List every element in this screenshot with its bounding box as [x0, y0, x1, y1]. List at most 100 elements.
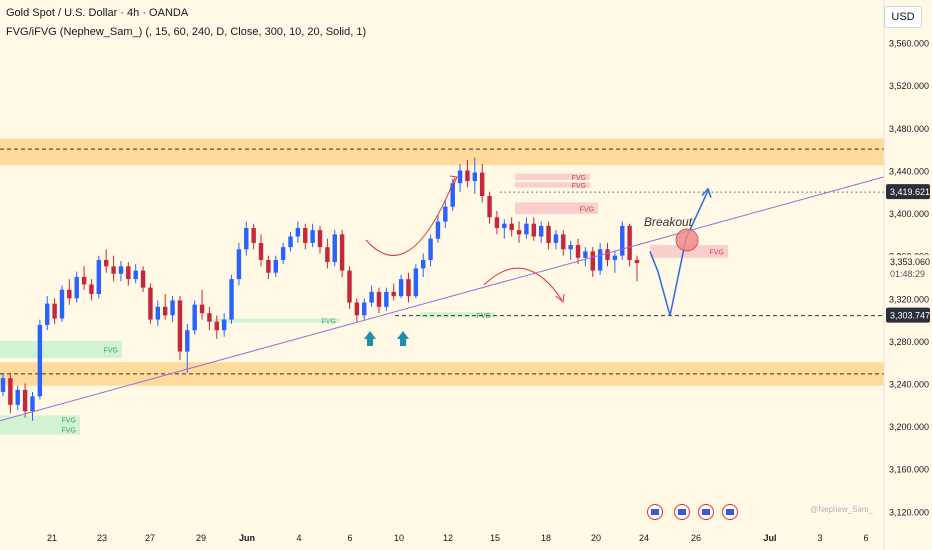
- candle: [479, 164, 485, 203]
- candle-body: [162, 306, 168, 316]
- candle-body: [280, 247, 286, 260]
- candle-body: [583, 251, 588, 258]
- fvg-rect: [420, 312, 495, 318]
- candle: [369, 285, 374, 307]
- x-tick-label: 12: [443, 533, 453, 543]
- fvg-label: FVG: [477, 313, 491, 320]
- economic-event-icon: [647, 504, 663, 520]
- candle: [118, 261, 124, 282]
- candle: [406, 272, 411, 303]
- candle-body: [214, 321, 220, 331]
- fvg-label: FVG: [572, 175, 586, 182]
- candle: [89, 279, 94, 301]
- curved-arrow-up: [365, 177, 456, 256]
- candle: [162, 294, 168, 320]
- candle: [30, 392, 35, 421]
- candle-body: [22, 389, 28, 412]
- candle-body: [325, 247, 330, 263]
- candle: [347, 266, 352, 309]
- candle: [244, 221, 249, 256]
- candle-body: [192, 304, 197, 331]
- candle-body: [207, 313, 212, 322]
- candle: [273, 255, 278, 277]
- candle: [59, 285, 65, 322]
- ascending-trendline: [0, 176, 885, 422]
- candle-body: [118, 266, 124, 274]
- x-tick-label: 24: [639, 533, 649, 543]
- candle: [457, 164, 463, 192]
- candle-body: [258, 242, 264, 260]
- author-watermark: @Nephew_Sam_: [810, 505, 873, 514]
- candle: [258, 234, 264, 267]
- currency-button[interactable]: USD: [884, 6, 922, 28]
- candle-body: [406, 279, 411, 297]
- candle-body: [465, 170, 470, 182]
- candle: [627, 223, 632, 267]
- candle-body: [347, 270, 352, 303]
- supply-demand-zone: [0, 138, 884, 166]
- economic-event-icon: [722, 504, 738, 520]
- candle: [531, 217, 537, 241]
- candle-body: [420, 259, 426, 269]
- candle: [37, 319, 43, 400]
- candle: [52, 298, 57, 324]
- price-tag-text: 3,353.060: [890, 257, 930, 267]
- candle: [362, 298, 367, 320]
- candle: [376, 287, 382, 314]
- candle: [177, 296, 183, 361]
- candle-body: [126, 266, 131, 280]
- candle: [67, 279, 72, 305]
- candle: [413, 264, 419, 299]
- candle: [391, 283, 396, 301]
- candle: [568, 240, 573, 260]
- candle: [384, 287, 389, 312]
- candle: [229, 274, 234, 324]
- candle-body: [516, 230, 522, 235]
- x-tick-label: Jul: [763, 533, 776, 543]
- candle: [332, 230, 337, 267]
- fvg-label: FVG: [62, 418, 76, 425]
- economic-event-icon: [674, 504, 690, 520]
- price-axis: 3,560.000 3,520.000 3,480.000 3,440.000 3,40…: [883, 0, 930, 550]
- candle-body: [538, 225, 544, 237]
- economic-event-icon: [698, 504, 714, 520]
- candle: [199, 289, 205, 320]
- x-tick-label: 4: [296, 533, 301, 543]
- x-tick-label: 6: [863, 533, 868, 543]
- arrowhead: [555, 293, 565, 303]
- candle-body: [620, 225, 625, 256]
- y-tick-label: 3,480.000: [889, 124, 929, 134]
- candle: [280, 242, 286, 265]
- price-tag: 3,419.621: [886, 184, 930, 200]
- candle-body: [457, 170, 463, 184]
- candle-body: [612, 255, 618, 260]
- countdown-text: 01:48:29: [890, 269, 925, 279]
- candle: [155, 300, 161, 326]
- candle-body: [605, 249, 610, 260]
- candle-body: [111, 266, 116, 274]
- x-tick-label: 3: [817, 533, 822, 543]
- candle: [472, 157, 478, 194]
- candle: [317, 225, 323, 254]
- candle-body: [295, 227, 301, 237]
- candle: [538, 221, 544, 243]
- candle-body: [59, 289, 65, 319]
- fvg-label: FVG: [572, 183, 586, 190]
- fvg-label: FVG: [580, 206, 594, 213]
- candle-body: [288, 236, 293, 248]
- candle: [620, 221, 625, 260]
- candle-body: [303, 227, 308, 243]
- symbol-title: Gold Spot / U.S. Dollar · 4h · OANDA: [6, 7, 189, 19]
- candle-body: [524, 223, 529, 235]
- candle-body: [487, 196, 492, 218]
- up-arrow-marker-icon: [397, 331, 409, 346]
- candle-body: [634, 259, 640, 264]
- candle-body: [435, 221, 441, 239]
- fvg-rect: [515, 173, 590, 181]
- candle-body: [531, 223, 537, 237]
- candle-body: [221, 319, 227, 331]
- up-arrow-marker-icon: [364, 331, 376, 346]
- price-tag: 01:48:29: [890, 269, 925, 279]
- x-tick-label: 29: [196, 533, 206, 543]
- x-tick-label: 27: [145, 533, 155, 543]
